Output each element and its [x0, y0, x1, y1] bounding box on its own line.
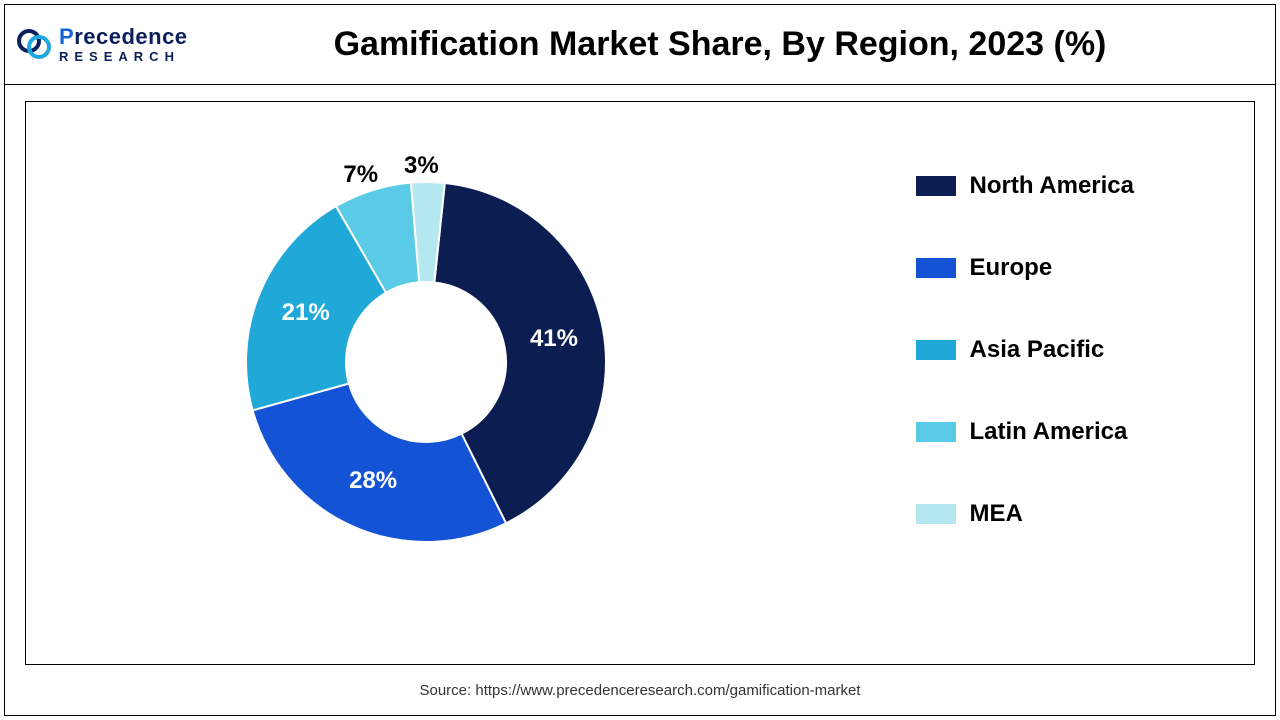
legend-row: North America: [916, 172, 1134, 200]
logo-rest: recedence: [74, 24, 187, 49]
source-line: Source: https://www.precedenceresearch.c…: [5, 682, 1275, 699]
header-row: Precedence RESEARCH Gamification Market …: [5, 5, 1275, 85]
legend-row: Latin America: [916, 418, 1134, 446]
logo-text: Precedence RESEARCH: [59, 26, 188, 63]
legend-swatch: [916, 340, 956, 360]
logo-line2: RESEARCH: [59, 50, 188, 63]
legend-swatch: [916, 258, 956, 278]
legend-swatch: [916, 422, 956, 442]
legend-label: MEA: [970, 500, 1023, 528]
logo-mark-icon: [17, 27, 53, 63]
outer-frame: Precedence RESEARCH Gamification Market …: [4, 4, 1276, 716]
donut-slice: [253, 384, 506, 542]
logo-accent-letter: P: [59, 24, 74, 49]
brand-logo: Precedence RESEARCH: [17, 26, 277, 63]
legend-row: MEA: [916, 500, 1134, 528]
legend-label: North America: [970, 172, 1134, 200]
slice-label: 21%: [282, 299, 330, 327]
legend-row: Asia Pacific: [916, 336, 1134, 364]
legend-label: Asia Pacific: [970, 336, 1105, 364]
legend-swatch: [916, 504, 956, 524]
logo-line1: Precedence: [59, 26, 188, 48]
slice-label: 7%: [343, 161, 378, 189]
slice-label: 41%: [530, 325, 578, 353]
slice-label: 28%: [349, 467, 397, 495]
legend-row: Europe: [916, 254, 1134, 282]
donut-svg: [206, 142, 646, 582]
chart-body: 41% 28% 21% 7% 3% North America Europe Asia Pa…: [25, 101, 1255, 665]
legend-label: Europe: [970, 254, 1053, 282]
slice-label: 3%: [404, 152, 439, 180]
chart-title: Gamification Market Share, By Region, 20…: [277, 25, 1263, 64]
legend-swatch: [916, 176, 956, 196]
donut-chart: 41% 28% 21% 7% 3%: [206, 142, 646, 582]
legend-label: Latin America: [970, 418, 1128, 446]
legend: North America Europe Asia Pacific Latin Ame…: [916, 172, 1134, 528]
